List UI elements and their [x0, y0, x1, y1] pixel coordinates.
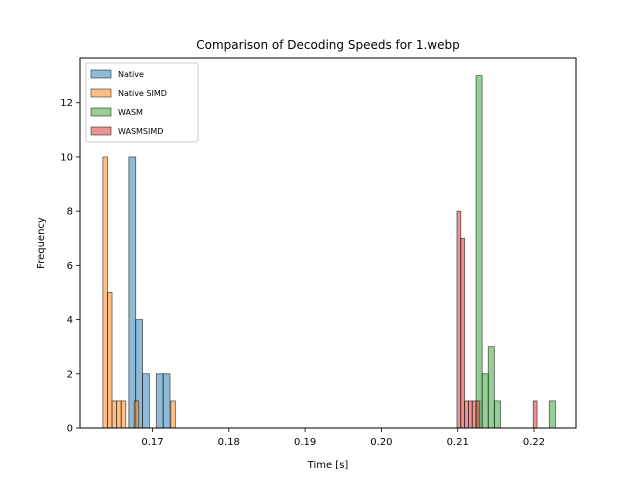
histogram-bar [493, 400, 501, 429]
histogram-bar [464, 400, 469, 429]
legend-swatch [90, 69, 112, 79]
histogram-bar [487, 346, 495, 429]
y-tick-label: 2 [67, 369, 73, 380]
x-tick-label: 0.20 [370, 437, 392, 448]
legend-frame [85, 62, 199, 143]
histogram-bar [142, 373, 150, 429]
histogram-bar [128, 156, 137, 429]
histogram-bar [475, 400, 481, 429]
histogram-bar [170, 400, 176, 429]
histogram-bar [468, 400, 473, 429]
x-tick-label: 0.19 [294, 437, 316, 448]
histogram-bar [116, 400, 122, 429]
x-tick-label: 0.21 [447, 437, 469, 448]
x-tick-label: 0.17 [141, 437, 163, 448]
y-tick-label: 10 [60, 152, 73, 163]
histogram-bar [102, 156, 108, 429]
legend-swatch [90, 107, 112, 117]
histogram-bar [475, 75, 483, 429]
y-tick-label: 6 [67, 261, 73, 272]
x-tick-label: 0.22 [523, 437, 545, 448]
legend-swatch [90, 88, 112, 98]
histogram-bar [532, 400, 538, 429]
y-axis-label: Frequency [36, 217, 47, 269]
y-axis: 0 2 4 6 8 10 12 [60, 98, 80, 435]
histogram-bar [111, 400, 118, 429]
histogram-bar [460, 237, 465, 429]
legend-label: Native [118, 70, 144, 79]
histogram-bar [133, 400, 140, 429]
histogram-bar [548, 400, 556, 429]
histogram-bar [120, 400, 127, 429]
x-axis: 0.17 0.18 0.19 0.20 0.21 0.22 [141, 428, 545, 448]
y-tick-label: 4 [67, 315, 73, 326]
x-axis-label: Time [s] [307, 460, 349, 471]
plot-frame [79, 57, 577, 429]
histogram-bar [162, 373, 171, 429]
histogram-bar [481, 373, 489, 429]
legend-label: WASM [118, 108, 143, 117]
legend-swatch [90, 126, 112, 136]
legend-label: Native SIMD [118, 89, 167, 98]
y-tick-label: 8 [67, 207, 73, 218]
y-tick-label: 0 [67, 424, 73, 435]
histogram-bar [155, 373, 164, 429]
legend-label: WASMSIMD [118, 127, 163, 136]
legend: Native Native SIMD WASM WASMSIMD [85, 62, 199, 143]
y-tick-label: 12 [60, 98, 73, 109]
histogram-bar [471, 400, 477, 429]
chart-title: Comparison of Decoding Speeds for 1.webp [196, 38, 459, 52]
histogram-bar [107, 292, 113, 429]
x-tick-label: 0.18 [218, 437, 240, 448]
histogram-bar [456, 210, 462, 429]
